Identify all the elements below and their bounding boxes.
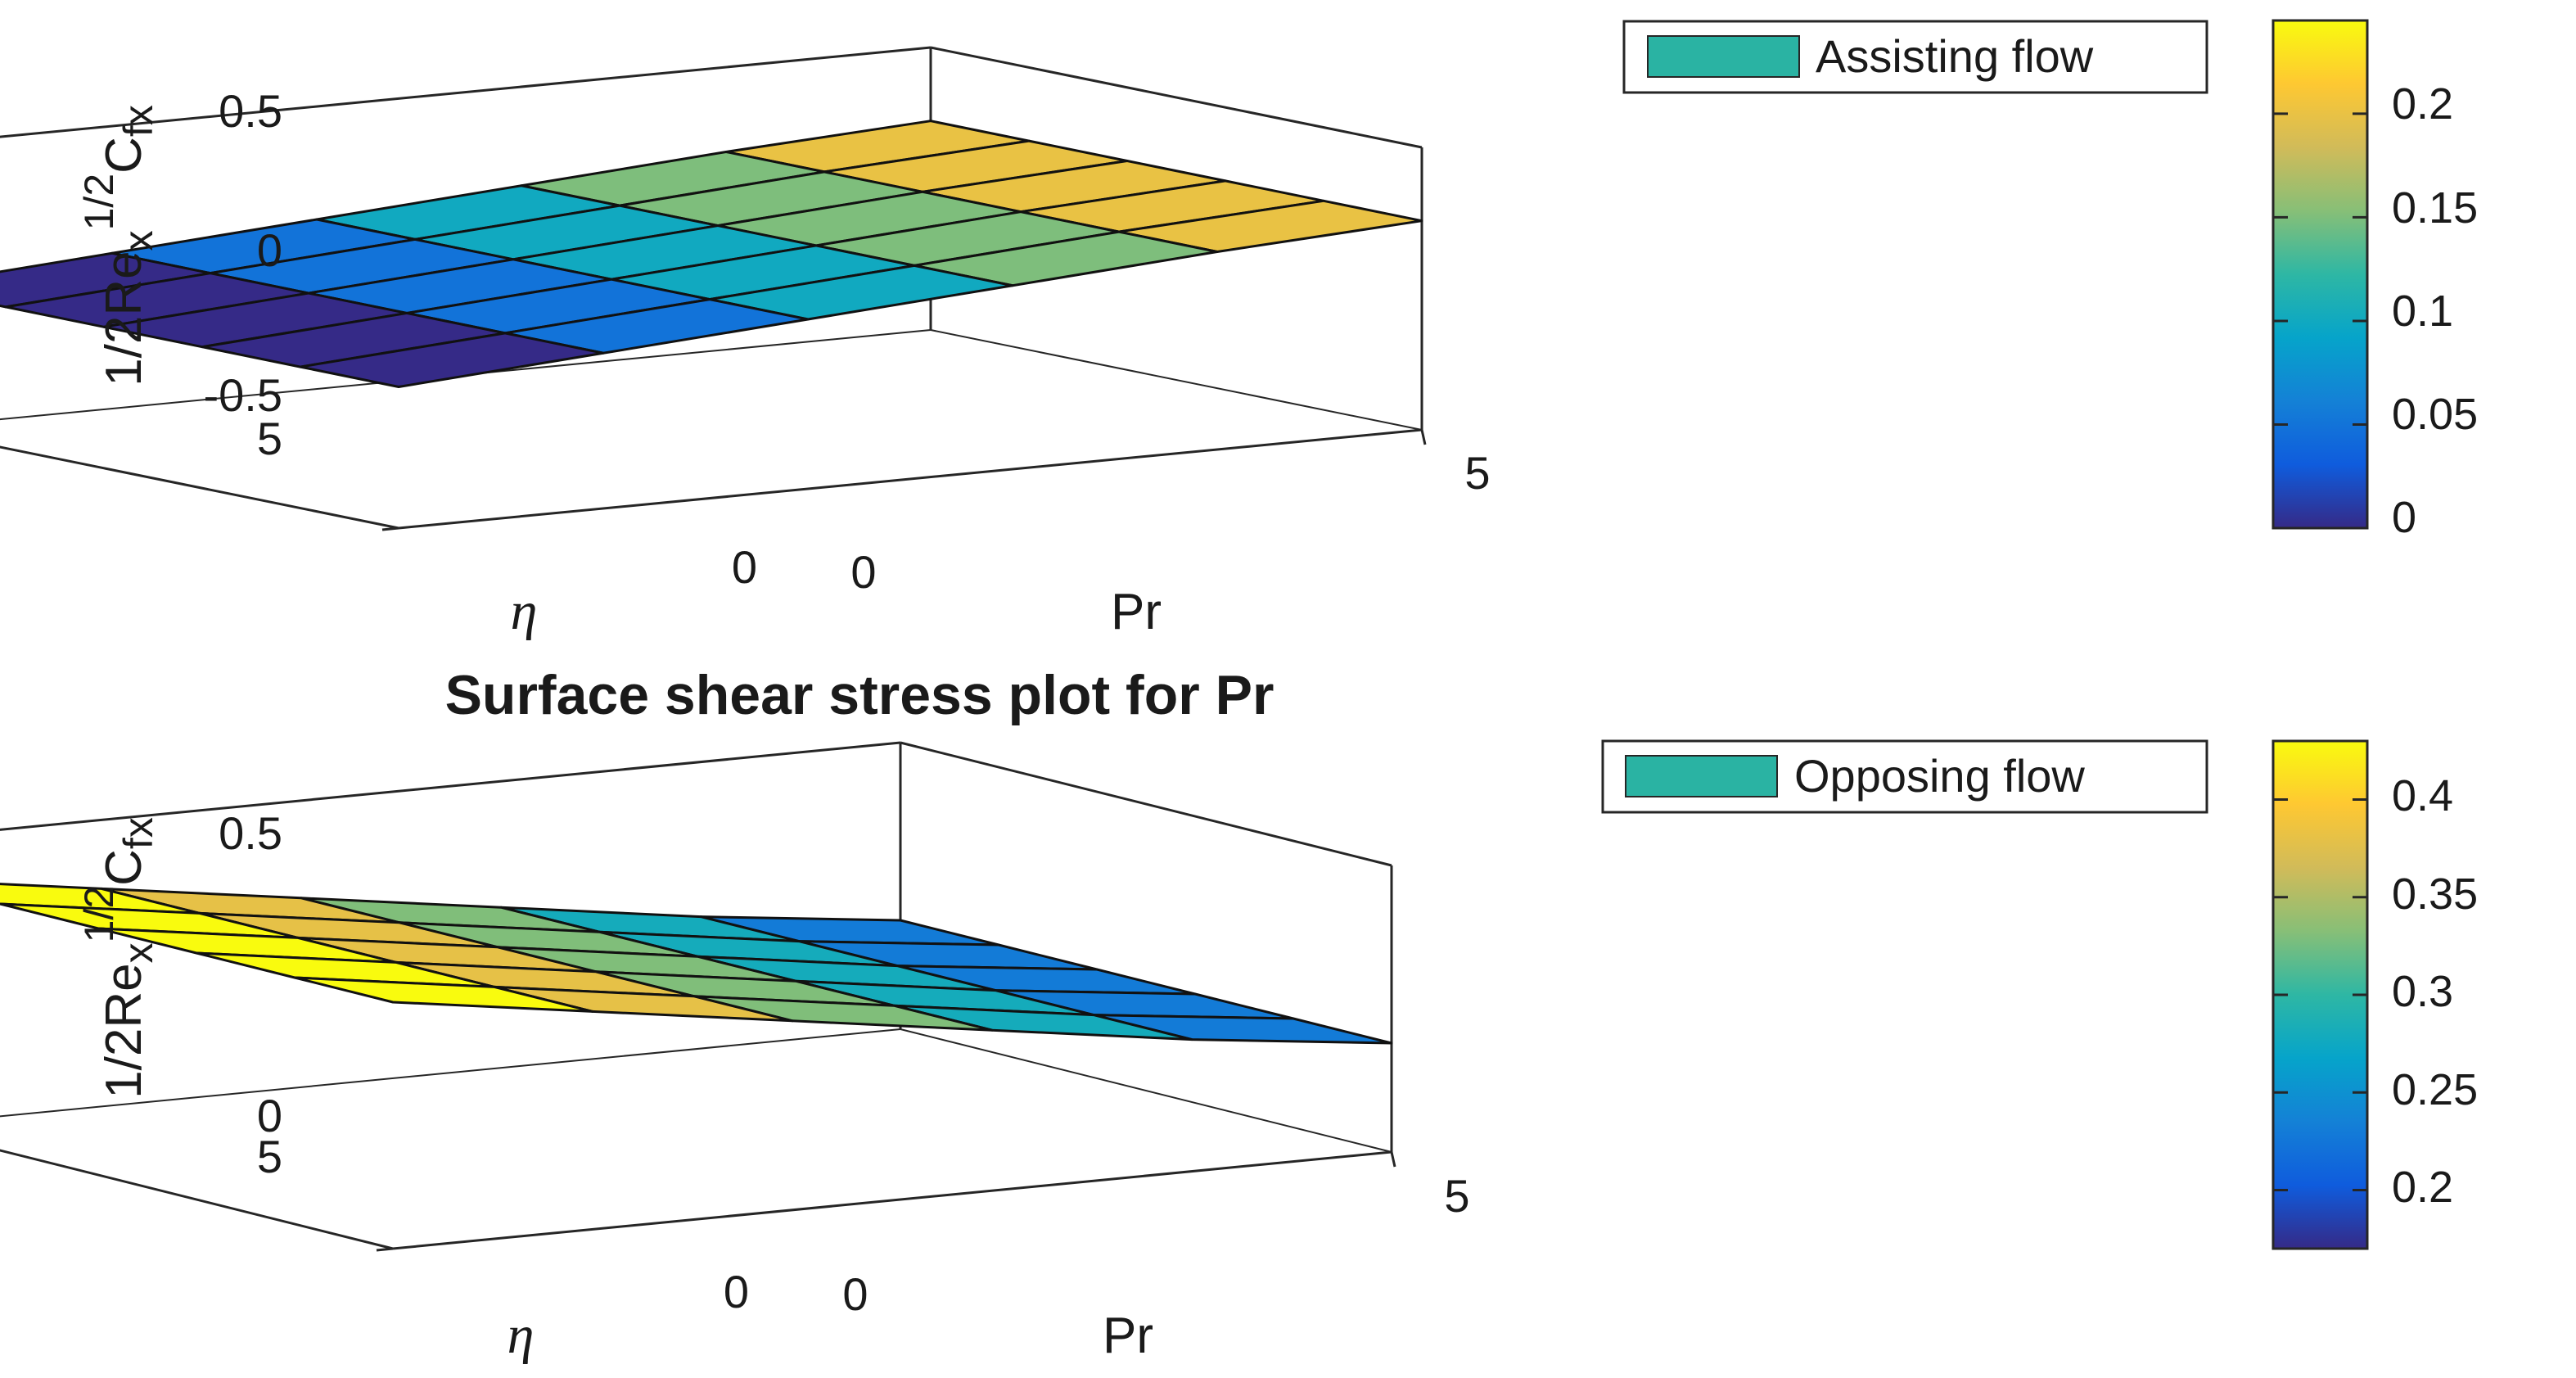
z-tick-label: 0: [257, 1090, 282, 1141]
colorbar-tick-label: 0.2: [2392, 1163, 2453, 1212]
x-tick-label: 0: [842, 1268, 868, 1320]
z-label-sup: 1/2: [76, 886, 122, 943]
colorbar-ticks: [2273, 112, 2367, 530]
legend-swatch: [1625, 755, 1778, 797]
legend-swatch: [1647, 35, 1800, 78]
z-label-tail: C: [96, 849, 152, 886]
surface-patch: [293, 976, 594, 1013]
y-tick-label: 0: [732, 541, 757, 593]
z-axis-label: 1/2Rex1/2Cfx: [76, 817, 161, 1099]
chart-title: Surface shear stress plot for Pr: [445, 664, 1274, 726]
colorbar-tick-label: 0.4: [2392, 771, 2453, 820]
wall-edge: [0, 46, 932, 138]
legend-label: Opposing flow: [1794, 750, 2085, 802]
legend: Opposing flow: [1601, 739, 2208, 814]
z-tick-label: -0.5: [204, 369, 283, 421]
x-axis-label: Pr: [1103, 1308, 1153, 1364]
colorbar-tick-label: 0.05: [2392, 390, 2478, 439]
z-label-tail-sub: fx: [115, 105, 161, 137]
wall-edge: [0, 741, 901, 831]
x-tick-label: 5: [1444, 1170, 1469, 1222]
wall-edge: [900, 1028, 1392, 1153]
x-tick: [1390, 1151, 1396, 1168]
x-axis-label: Pr: [1111, 584, 1162, 640]
colorbar-tick-label: 0.35: [2392, 870, 2478, 919]
y-tick-label: 0: [724, 1266, 749, 1317]
colorbar: 0.2 0.15 0.1 0.05 0: [2271, 19, 2478, 542]
y-axis-label: η: [508, 1305, 535, 1365]
colorbar-tick-label: 0.2: [2392, 79, 2453, 129]
floor-edge: [392, 1150, 1392, 1250]
y-tick-label: 5: [257, 413, 282, 464]
y-tick: [381, 526, 399, 531]
colorbar-tick-label: 0.1: [2392, 287, 2453, 336]
x-tick: [1420, 429, 1427, 445]
wall-edge: [900, 741, 1392, 867]
colorbar: 0.4 0.35 0.3 0.25 0.2: [2271, 739, 2478, 1250]
z-tick-label: 0: [257, 224, 282, 276]
y-tick: [376, 1247, 394, 1252]
surface: [0, 883, 1393, 1045]
floor-edge: [0, 1149, 394, 1250]
colorbar-tick-label: 0.25: [2392, 1065, 2478, 1114]
assisting-flow-plot: 0.5 0 -0.5 5 0 0 5 Pr η 1/2Rex1/2Cfx Ass…: [0, 19, 2478, 641]
z-label-tail: C: [96, 137, 152, 174]
y-tick-label: 5: [257, 1131, 282, 1182]
legend: Assisting flow: [1622, 20, 2208, 94]
x-tick-label: 5: [1464, 447, 1490, 499]
colorbar-tick-label: 0.3: [2392, 967, 2453, 1016]
colorbar-tick-label: 0.15: [2392, 183, 2478, 233]
z-tick-label: 0.5: [219, 85, 282, 137]
x-tick-label: 0: [850, 546, 876, 598]
floor-edge: [0, 445, 399, 530]
surface: [0, 120, 1423, 388]
wall-edge: [930, 46, 1423, 149]
z-label-tail-sub: fx: [115, 817, 161, 849]
z-tick-label: 0.5: [219, 807, 282, 859]
z-label-sup: 1/2: [76, 174, 122, 231]
z-axis-label: 1/2Rex1/2Cfx: [76, 105, 161, 386]
legend-label: Assisting flow: [1816, 30, 2094, 82]
floor-edge: [398, 428, 1423, 530]
wall-edge: [0, 1028, 901, 1118]
axes-box: [0, 741, 1396, 1252]
z-label-base: 1/2Re: [96, 963, 152, 1098]
opposing-flow-plot: Surface shear stress plot for Pr 0.5 0 5…: [0, 664, 2478, 1365]
colorbar-ticks: [2273, 798, 2367, 1191]
z-label-sub: x: [115, 942, 161, 963]
wall-edge: [930, 329, 1423, 431]
colorbar-gradient: [2271, 19, 2369, 530]
z-label-sub: x: [115, 230, 161, 251]
z-label-base: 1/2Re: [96, 251, 152, 386]
y-axis-label: η: [511, 581, 538, 641]
surface-patch: [299, 332, 605, 388]
colorbar-tick-label: 0: [2392, 493, 2416, 542]
